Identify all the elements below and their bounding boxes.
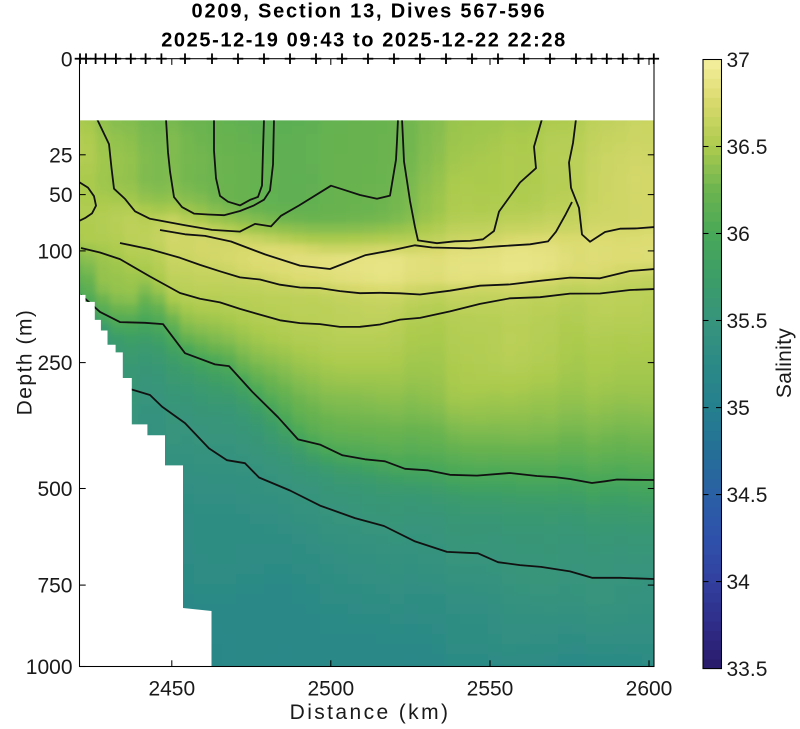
svg-text:35: 35 xyxy=(727,397,750,420)
svg-text:1000: 1000 xyxy=(26,656,73,679)
svg-text:34: 34 xyxy=(727,571,751,594)
svg-text:2025-12-19 09:43 to 2025-12-22: 2025-12-19 09:43 to 2025-12-22 22:28 xyxy=(161,30,567,52)
svg-text:37: 37 xyxy=(727,49,750,72)
svg-text:2450: 2450 xyxy=(148,678,195,701)
svg-text:2600: 2600 xyxy=(626,678,673,701)
svg-text:34.5: 34.5 xyxy=(727,484,768,507)
svg-text:2550: 2550 xyxy=(467,678,514,701)
svg-text:36: 36 xyxy=(727,223,750,246)
svg-text:0: 0 xyxy=(61,48,73,71)
svg-text:100: 100 xyxy=(37,241,72,264)
svg-text:2500: 2500 xyxy=(307,678,354,701)
svg-text:50: 50 xyxy=(49,184,72,207)
svg-text:36.5: 36.5 xyxy=(727,136,768,159)
svg-text:25: 25 xyxy=(49,144,72,167)
svg-text:Depth (m): Depth (m) xyxy=(14,309,37,416)
svg-text:35.5: 35.5 xyxy=(727,310,768,333)
svg-text:250: 250 xyxy=(37,352,72,375)
svg-text:Distance (km): Distance (km) xyxy=(290,701,451,724)
svg-text:0209, Section 13, Dives 567-59: 0209, Section 13, Dives 567-596 xyxy=(192,1,547,23)
svg-text:Salinity: Salinity xyxy=(773,328,796,398)
svg-text:33.5: 33.5 xyxy=(727,658,768,681)
svg-text:500: 500 xyxy=(37,478,72,501)
svg-text:750: 750 xyxy=(37,575,72,598)
